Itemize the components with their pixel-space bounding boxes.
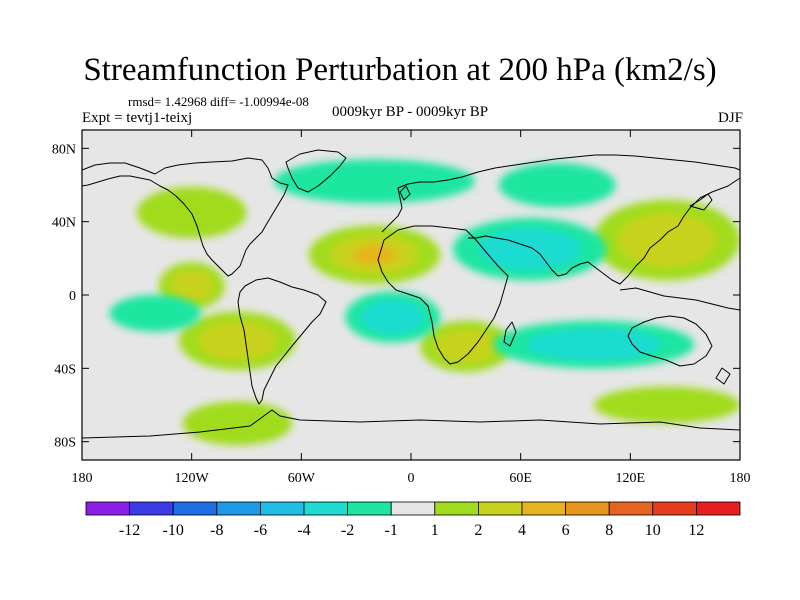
colorbar-label: -2 bbox=[341, 522, 354, 539]
colorbar-label: 10 bbox=[645, 522, 661, 539]
anomaly-8 bbox=[498, 163, 616, 207]
colorbar-label: -10 bbox=[163, 522, 184, 539]
anomaly-5 bbox=[453, 218, 607, 281]
colorbar-label: -12 bbox=[119, 522, 140, 539]
anomaly-1 bbox=[593, 199, 740, 281]
coastline-south-america bbox=[237, 277, 327, 405]
colorbar-label: -1 bbox=[385, 522, 398, 539]
lon-tick-label: 0 bbox=[408, 471, 415, 486]
anomaly-10 bbox=[109, 295, 201, 332]
lon-tick-label: 180 bbox=[72, 471, 93, 486]
colorbar-box bbox=[652, 501, 697, 516]
colorbar-box bbox=[608, 501, 654, 516]
colorbar-label: 1 bbox=[431, 522, 439, 539]
colorbar-box bbox=[521, 501, 566, 516]
anomaly-5-level-1 bbox=[478, 228, 582, 271]
colorbar-label: 8 bbox=[605, 522, 613, 539]
anomaly-6 bbox=[345, 291, 441, 343]
anomaly-field bbox=[109, 159, 740, 446]
lat-tick-label: 80S bbox=[54, 436, 76, 451]
coastline-madagascar bbox=[503, 321, 517, 347]
colorbar-label: -6 bbox=[254, 522, 267, 539]
colorbar-box bbox=[129, 501, 174, 516]
anomaly-1-level-1 bbox=[617, 212, 716, 268]
lon-tick-label: 120W bbox=[175, 471, 210, 486]
longitude-axis: 180 120W 60W 0 60E 120E 180 bbox=[72, 130, 751, 486]
experiment-label: Expt = tevtj1-teixj bbox=[82, 110, 193, 126]
anomaly-9-level-0 bbox=[273, 159, 475, 204]
anomaly-7-level-1 bbox=[526, 328, 662, 361]
coastline-eurasia bbox=[381, 154, 740, 233]
coastline-antarctica bbox=[82, 409, 740, 439]
lon-tick-label: 180 bbox=[730, 471, 751, 486]
period-label: 0009kyr BP - 0009kyr BP bbox=[331, 104, 489, 120]
anomaly-4-level-1 bbox=[169, 269, 214, 302]
rmsd-stats: rmsd= 1.42968 diff= -1.00994e-08 bbox=[128, 94, 309, 109]
coastline-new-zealand bbox=[715, 367, 731, 385]
colorbar-box bbox=[347, 501, 392, 516]
plot-title: Streamfunction Perturbation at 200 hPa (… bbox=[83, 52, 717, 88]
lat-tick-label: 80N bbox=[52, 142, 76, 157]
colorbar-label: 12 bbox=[688, 522, 704, 539]
coastline-australia bbox=[627, 315, 713, 367]
latitude-axis: 80N 40N 0 40S 80S bbox=[52, 142, 740, 451]
colorbar-box bbox=[172, 501, 218, 516]
colorbar-box bbox=[216, 501, 261, 516]
colorbar-box bbox=[434, 501, 479, 516]
anomaly-0-level-2 bbox=[352, 244, 397, 265]
colorbar-box bbox=[85, 501, 130, 516]
colorbar-label: 4 bbox=[518, 522, 526, 539]
anomaly-10-level-0 bbox=[109, 295, 201, 332]
coastline-greenland bbox=[285, 149, 347, 193]
lat-tick-label: 0 bbox=[69, 289, 76, 304]
season-label: DJF bbox=[717, 110, 743, 126]
coastline-british-isles bbox=[399, 185, 411, 201]
colorbar: -12 -10 -8 -6 -4 -2 -1 1 2 4 6 8 10 12 bbox=[85, 501, 741, 539]
anomaly-6-level-1 bbox=[360, 299, 425, 335]
colorbar-box bbox=[565, 501, 610, 516]
colorbar-box bbox=[390, 501, 436, 516]
anomaly-12 bbox=[182, 401, 293, 446]
anomaly-3-level-1 bbox=[198, 321, 277, 361]
colorbar-label: 2 bbox=[474, 522, 482, 539]
colorbar-box bbox=[303, 501, 348, 516]
coastline-africa bbox=[377, 225, 509, 365]
colorbar-box bbox=[259, 501, 305, 516]
anomaly-0 bbox=[308, 225, 441, 284]
coastline-alaska bbox=[82, 162, 156, 175]
anomaly-11 bbox=[136, 186, 247, 239]
anomaly-9 bbox=[273, 159, 475, 204]
colorbar-label: -8 bbox=[210, 522, 223, 539]
coastline-japan bbox=[689, 193, 713, 211]
coastline-asia-south bbox=[468, 177, 740, 285]
anomaly-8-level-0 bbox=[498, 163, 616, 207]
anomaly-3 bbox=[178, 311, 296, 371]
anomaly-13 bbox=[593, 386, 740, 424]
colorbar-box bbox=[477, 501, 523, 516]
colorbar-box bbox=[696, 501, 741, 516]
colorbar-label: -4 bbox=[297, 522, 310, 539]
anomaly-12-level-0 bbox=[182, 401, 293, 446]
coastlines bbox=[82, 149, 740, 439]
lat-tick-label: 40S bbox=[54, 362, 76, 377]
lon-tick-label: 120E bbox=[616, 471, 646, 486]
anomaly-7 bbox=[493, 320, 695, 369]
lat-tick-label: 40N bbox=[52, 216, 76, 231]
anomaly-13-level-0 bbox=[593, 386, 740, 424]
coastline-north-america bbox=[82, 157, 289, 277]
anomaly-11-level-0 bbox=[136, 186, 247, 239]
lon-tick-label: 60W bbox=[288, 471, 316, 486]
colorbar-label: 6 bbox=[562, 522, 570, 539]
lon-tick-label: 60E bbox=[509, 471, 532, 486]
coastline-maritime-continent bbox=[619, 287, 740, 311]
